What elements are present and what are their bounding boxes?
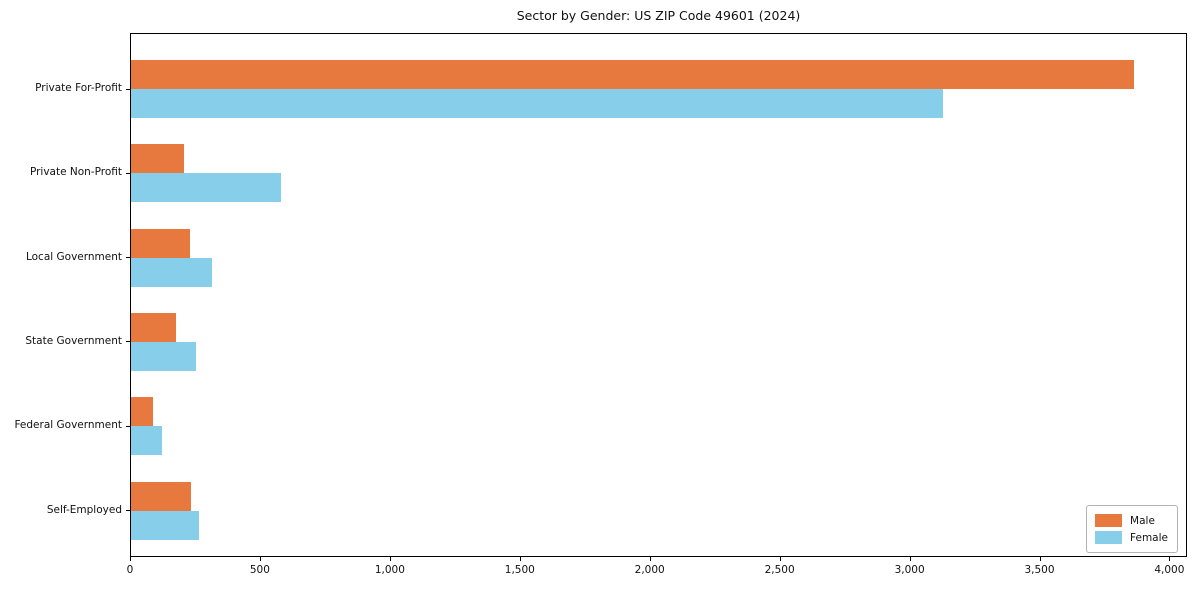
y-label-4: Federal Government: [14, 419, 122, 432]
y-label-5: Self-Employed: [46, 503, 122, 516]
female-bar-1: [131, 173, 282, 203]
x-tick-label-3: 1,500: [504, 564, 535, 576]
female-bar-0: [131, 89, 943, 118]
female-bar-5: [131, 510, 199, 540]
male-bar-1: [131, 144, 185, 174]
female-bar-3: [131, 341, 196, 371]
y-tick: [126, 172, 130, 174]
x-tick: [519, 557, 521, 561]
y-tick: [126, 510, 130, 511]
legend-label-female: Female: [1130, 531, 1168, 544]
female-bar-4: [131, 426, 162, 456]
x-tick: [909, 557, 911, 561]
x-tick: [389, 557, 391, 561]
x-tick-label-2: 1,000: [374, 564, 405, 576]
y-axis: Private For-Profit Private Non-Profit Loca…: [0, 33, 122, 557]
y-tick: [126, 425, 130, 427]
male-bar-2: [131, 228, 190, 258]
male-bar-5: [131, 481, 191, 511]
y-label-2: Local Government: [25, 250, 122, 263]
y-label-3: State Government: [25, 334, 122, 347]
y-label-1: Private Non-Profit: [29, 166, 122, 179]
legend-item-male: Male: [1095, 512, 1168, 529]
chart-title: Sector by Gender: US ZIP Code 49601 (202…: [516, 8, 801, 23]
male-bar-4: [131, 397, 154, 427]
legend-item-female: Female: [1095, 529, 1168, 546]
y-label-0: Private For-Profit: [35, 82, 122, 94]
female-bar-2: [131, 257, 212, 287]
y-tick: [126, 257, 130, 259]
y-tick: [126, 341, 130, 343]
x-tick-label-4: 2,000: [634, 564, 665, 576]
male-bar-0: [131, 60, 1134, 89]
legend-label-male: Male: [1130, 514, 1155, 527]
legend: Male Female: [1086, 505, 1178, 553]
x-tick-label-6: 3,000: [894, 564, 925, 576]
male-swatch: [1095, 514, 1123, 527]
x-tick: [1039, 557, 1041, 561]
x-tick: [779, 557, 781, 561]
x-tick: [649, 557, 651, 561]
x-tick-label-1: 500: [249, 564, 270, 576]
x-axis: 0 500 1,000 1,500 2,000 2,500 3,000 3,500 4,000: [0, 557, 1200, 587]
plot-area: [126, 33, 1187, 557]
x-tick: [130, 557, 131, 561]
x-tick: [1169, 557, 1171, 561]
x-tick: [259, 557, 261, 561]
y-tick: [126, 88, 130, 90]
female-swatch: [1095, 531, 1123, 544]
x-tick-label-8: 4,000: [1154, 564, 1185, 576]
x-tick-label-7: 3,500: [1024, 564, 1055, 576]
x-tick-label-5: 2,500: [764, 564, 795, 576]
male-bar-3: [131, 312, 176, 342]
x-tick-label-0: 0: [126, 564, 134, 576]
